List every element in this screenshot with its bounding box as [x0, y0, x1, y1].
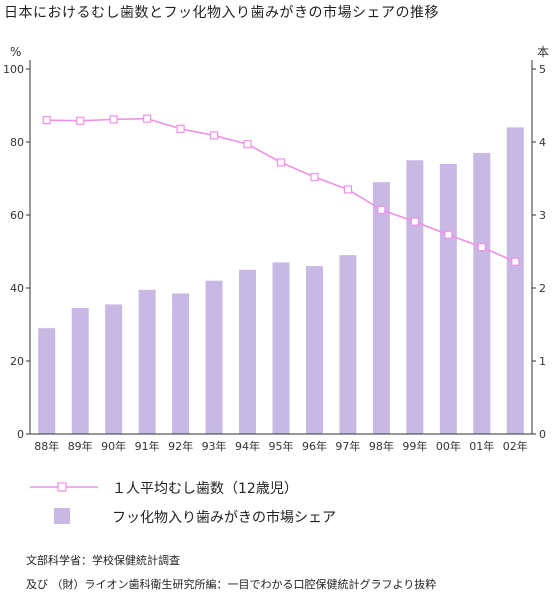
line-point	[176, 124, 185, 133]
legend-line-label: １人平均むし歯数（12歳児）	[112, 481, 298, 497]
line-point	[377, 205, 386, 214]
x-tick-label: 95年	[269, 439, 294, 453]
legend-item-line: １人平均むし歯数（12歳児）	[0, 476, 560, 500]
left-tick-label: 60	[10, 209, 24, 222]
bar	[372, 182, 390, 434]
legend-bar-swatch	[54, 508, 70, 524]
right-tick-label: 1	[539, 355, 546, 368]
chart-title: 日本におけるむし歯数とフッ化物入り歯みがきの市場シェアの推移	[4, 5, 439, 21]
legend-bar-label: フッ化物入り歯みがきの市場シェア	[112, 510, 336, 526]
x-tick-label: 89年	[68, 439, 93, 453]
right-axis-unit: 本	[537, 45, 549, 59]
x-tick-label: 94年	[235, 439, 260, 453]
line-point	[444, 230, 453, 239]
chart-area: % 本 0 20 40 60 80 100 0 1 2 3 4 5 88年 89年 90年 91年 92年 93年…	[3, 45, 549, 453]
left-axis-unit: %	[10, 45, 21, 59]
x-tick-label: 88年	[34, 439, 59, 453]
left-tick-label: 0	[17, 428, 24, 441]
x-tick-label: 93年	[202, 439, 227, 453]
x-tick-label: 98年	[369, 439, 394, 453]
bar	[506, 127, 524, 435]
right-tick-label: 3	[539, 209, 546, 222]
x-tick-label: 01年	[469, 439, 494, 453]
tick-labels: 0 20 40 60 80 100 0 1 2 3 4 5 88年 89年 90年 91年 92年 93年 94年 9…	[3, 63, 546, 453]
line-point	[477, 243, 486, 252]
line-point	[42, 115, 51, 125]
line-point	[143, 114, 152, 123]
line-point	[243, 140, 252, 149]
bar	[272, 262, 290, 434]
axes	[26, 60, 536, 435]
right-tick-label: 2	[539, 282, 546, 295]
left-tick-label: 100	[3, 63, 24, 76]
x-tick-label: 02年	[503, 439, 528, 453]
line-point	[76, 116, 85, 125]
bar	[138, 289, 156, 434]
bar	[105, 304, 123, 434]
source-note-2: 及び （財）ライオン歯科衛生研究所編：一目でわかる口腔保健統計グラフより抜粋	[26, 578, 437, 591]
legend-line-swatch	[30, 482, 98, 492]
line-point	[310, 172, 319, 182]
x-tick-label: 90年	[101, 439, 126, 453]
bar	[38, 328, 56, 434]
x-tick-label: 92年	[168, 439, 193, 453]
bar	[439, 163, 457, 434]
x-tick-label: 91年	[135, 439, 160, 453]
bar-series	[38, 127, 524, 435]
line-point	[343, 185, 353, 194]
x-tick-label: 97年	[335, 439, 360, 453]
bar	[473, 152, 491, 434]
legend-item-bar: フッ化物入り歯みがきの市場シェア	[0, 505, 560, 529]
bar	[406, 160, 424, 434]
x-tick-label: 99年	[402, 439, 427, 453]
bar	[71, 308, 89, 434]
bar	[172, 293, 190, 434]
x-tick-label: 00年	[436, 439, 461, 453]
left-tick-label: 80	[10, 136, 24, 149]
bar	[239, 269, 257, 434]
line-point	[410, 217, 419, 226]
left-tick-label: 40	[10, 282, 24, 295]
right-tick-label: 4	[539, 136, 546, 149]
right-tick-label: 5	[539, 63, 546, 76]
left-tick-label: 20	[10, 355, 24, 368]
x-tick-label: 96年	[302, 439, 327, 453]
line-series	[42, 114, 520, 266]
line-point	[511, 257, 520, 266]
right-tick-label: 0	[539, 428, 546, 441]
line-point	[209, 131, 219, 140]
bar	[305, 266, 323, 434]
source-note-1: 文部科学省：学校保健統計調査	[26, 554, 180, 567]
bar	[205, 280, 223, 434]
line-point	[276, 158, 286, 167]
line-point	[109, 115, 118, 124]
bar	[339, 255, 357, 434]
